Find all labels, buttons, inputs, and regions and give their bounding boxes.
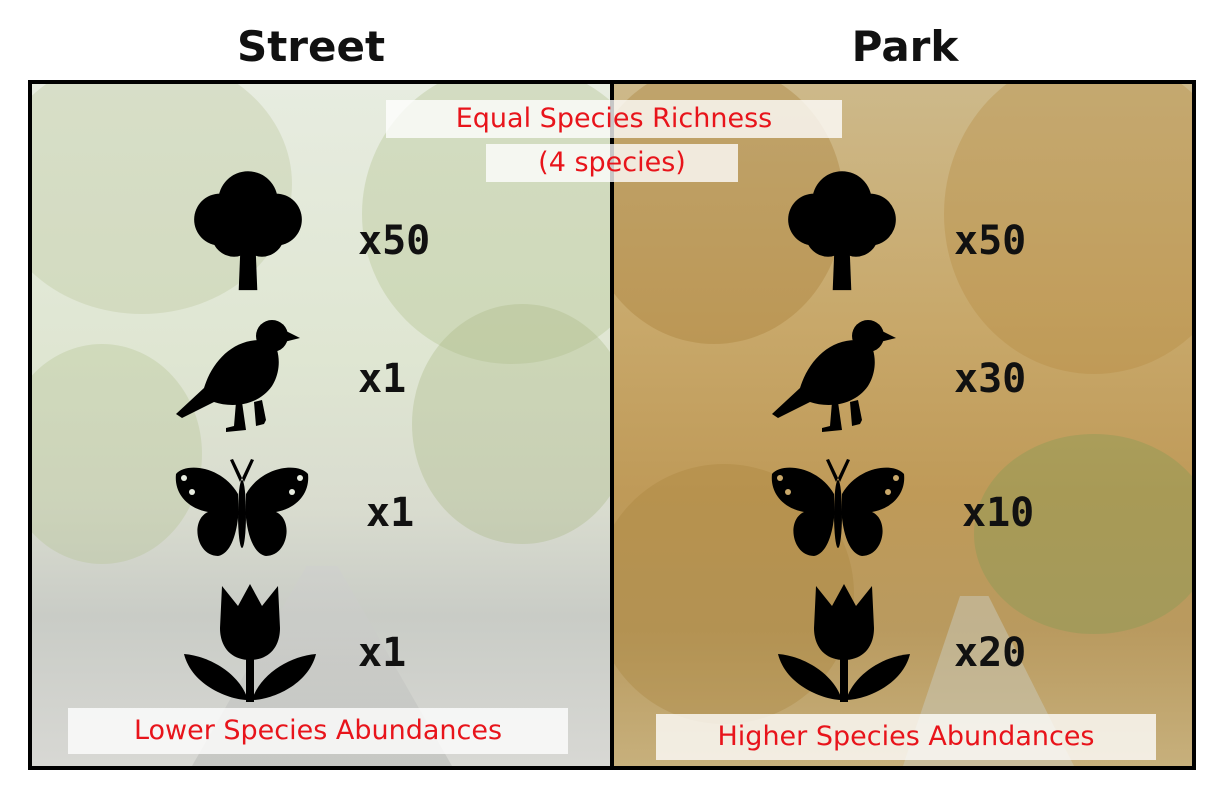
street-tree-count: x50 <box>358 218 431 264</box>
tree-icon <box>194 171 302 291</box>
park-bird-count: x30 <box>954 356 1027 402</box>
street-foliage <box>412 304 610 544</box>
park-butterfly-count: x10 <box>962 490 1035 536</box>
street-bird-count: x1 <box>358 356 407 402</box>
park-title: Park <box>851 22 959 71</box>
street-flower-count: x1 <box>358 630 407 676</box>
park-tree-count: x50 <box>954 218 1027 264</box>
richness-caption-species: (4 species) <box>486 144 738 182</box>
park-foliage <box>974 434 1192 634</box>
bird-icon <box>176 320 300 432</box>
street-butterfly-count: x1 <box>366 490 415 536</box>
butterfly-icon <box>175 459 309 556</box>
butterfly-icon <box>771 459 905 556</box>
street-panel <box>32 84 610 766</box>
park-flower-count: x20 <box>954 630 1027 676</box>
street-abundance-caption: Lower Species Abundances <box>68 708 568 754</box>
panel-divider <box>610 84 614 766</box>
street-title: Street <box>236 22 386 71</box>
bird-icon <box>772 320 896 432</box>
street-foliage <box>32 344 202 564</box>
tree-icon <box>788 171 896 291</box>
park-abundance-caption: Higher Species Abundances <box>656 714 1156 760</box>
flower-icon <box>184 584 316 702</box>
comparison-frame: Equal Species Richness (4 species) <box>28 80 1196 770</box>
flower-icon <box>778 584 910 702</box>
richness-caption: Equal Species Richness <box>386 100 842 138</box>
